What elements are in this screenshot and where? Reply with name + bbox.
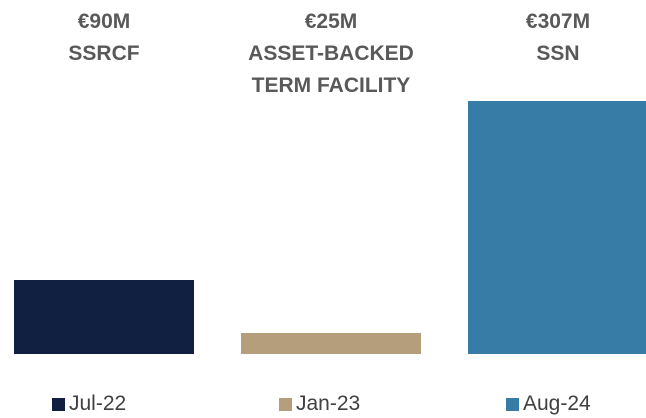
legend-swatch — [506, 397, 519, 411]
legend-item: Jan-23 — [279, 392, 360, 416]
legend-label: Jul-22 — [69, 392, 127, 415]
legend-label: Aug-24 — [523, 392, 591, 415]
legend-label: Jan-23 — [296, 392, 361, 415]
category-label: ASSET-BACKED TERM FACILITY — [248, 42, 414, 97]
legend-swatch — [279, 397, 292, 411]
bar-header: €307M SSN — [448, 6, 646, 70]
bar — [14, 279, 194, 354]
value-label: €25M — [304, 10, 358, 33]
bar — [241, 333, 421, 354]
value-label: €90M — [77, 10, 131, 33]
category-label: SSRCF — [68, 42, 140, 65]
category-label: SSN — [536, 42, 580, 65]
legend-item: Aug-24 — [506, 392, 591, 416]
bar — [468, 101, 646, 354]
legend-item: Jul-22 — [52, 392, 126, 416]
bar-header: €90M SSRCF — [0, 6, 214, 70]
value-label: €307M — [525, 10, 591, 33]
legend-swatch — [52, 397, 65, 411]
bar-header: €25M ASSET-BACKED TERM FACILITY — [221, 6, 441, 102]
